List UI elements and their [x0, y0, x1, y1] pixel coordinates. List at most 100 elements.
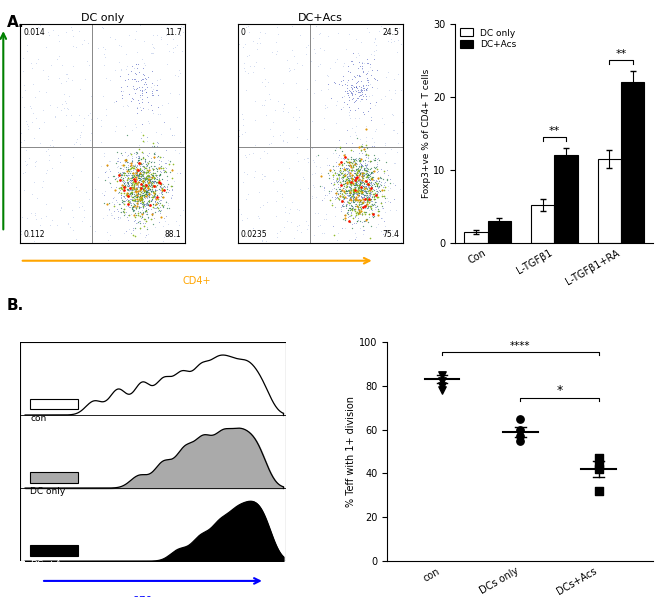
Point: [125, 183, 136, 193]
Point: [117, 184, 127, 194]
Point: [131, 186, 141, 196]
Point: [30, 92, 40, 101]
Point: [358, 171, 368, 181]
Point: [127, 185, 138, 195]
Point: [347, 195, 358, 204]
Point: [357, 195, 368, 204]
Point: [360, 176, 370, 185]
Point: [360, 207, 371, 217]
Point: [127, 187, 138, 196]
Point: [328, 162, 339, 171]
Point: [129, 213, 140, 222]
Point: [357, 139, 368, 149]
Point: [126, 163, 137, 173]
Point: [125, 174, 135, 183]
Point: [128, 205, 139, 215]
Point: [379, 185, 389, 195]
Point: [150, 185, 160, 195]
Point: [154, 159, 164, 169]
Point: [131, 122, 142, 132]
Point: [342, 208, 352, 217]
Point: [154, 198, 165, 207]
Point: [134, 196, 145, 205]
Point: [133, 177, 144, 187]
Point: [67, 205, 78, 215]
Point: [342, 80, 352, 90]
Point: [153, 200, 164, 210]
Point: [125, 188, 136, 198]
Point: [348, 186, 358, 195]
Point: [122, 180, 133, 189]
Point: [369, 167, 380, 176]
Point: [128, 195, 139, 204]
Point: [23, 124, 34, 134]
Point: [126, 180, 137, 189]
Point: [156, 183, 166, 193]
Point: [139, 162, 149, 171]
Point: [129, 186, 140, 195]
Point: [173, 71, 183, 81]
Point: [147, 176, 157, 186]
Point: [157, 183, 168, 193]
Point: [110, 35, 121, 44]
Point: [148, 90, 158, 100]
Point: [114, 169, 124, 179]
Point: [368, 199, 379, 208]
Point: [135, 202, 146, 212]
Point: [150, 127, 161, 137]
Point: [352, 84, 362, 93]
Point: [137, 202, 148, 211]
Point: [257, 236, 267, 246]
Point: [257, 169, 267, 179]
Point: [337, 163, 347, 173]
Point: [356, 178, 366, 187]
Point: [334, 195, 345, 204]
Point: [352, 180, 362, 190]
Point: [132, 192, 143, 201]
Point: [339, 181, 349, 191]
Point: [345, 167, 356, 177]
Point: [307, 116, 317, 126]
Point: [133, 186, 143, 196]
Point: [126, 188, 137, 198]
Point: [144, 162, 154, 172]
Point: [337, 161, 347, 170]
Point: [350, 195, 361, 205]
Point: [117, 160, 128, 170]
Point: [123, 181, 133, 190]
Point: [353, 176, 364, 185]
Point: [127, 195, 137, 204]
Point: [339, 179, 349, 189]
Point: [346, 158, 357, 168]
Point: [348, 187, 358, 197]
Point: [75, 132, 86, 141]
Point: [259, 64, 269, 73]
Point: [378, 229, 388, 239]
Point: [143, 181, 154, 190]
Point: [335, 177, 346, 187]
Point: [149, 152, 160, 162]
Point: [360, 201, 371, 210]
Point: [129, 202, 139, 211]
Text: con: con: [30, 414, 47, 423]
Point: [137, 171, 148, 181]
Point: [137, 130, 148, 139]
Point: [267, 118, 278, 127]
Point: [258, 201, 269, 210]
Point: [334, 184, 345, 193]
Point: [123, 162, 133, 171]
Point: [115, 188, 126, 198]
Point: [336, 185, 346, 195]
Point: [364, 190, 374, 200]
Point: [355, 209, 366, 219]
Point: [140, 173, 150, 183]
Point: [135, 184, 145, 194]
Point: [141, 207, 152, 216]
Point: [102, 227, 113, 236]
Point: [360, 150, 370, 160]
Point: [358, 144, 369, 153]
Point: [136, 183, 147, 193]
Point: [134, 168, 145, 177]
Point: [150, 177, 161, 186]
Point: [139, 186, 149, 195]
